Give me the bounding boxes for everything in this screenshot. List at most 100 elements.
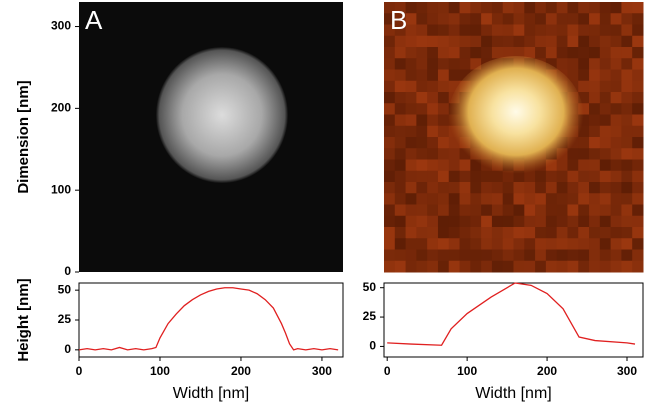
pixel <box>524 227 536 239</box>
pixel <box>545 13 558 25</box>
pixel <box>632 69 644 82</box>
pixel <box>621 204 633 217</box>
pixel <box>589 2 601 14</box>
pixel <box>394 92 407 104</box>
pixel <box>448 204 461 217</box>
pixel <box>589 249 601 262</box>
pixel <box>470 2 482 14</box>
pixel <box>394 114 407 127</box>
pixel <box>567 2 579 14</box>
pixel <box>524 238 536 250</box>
pixel <box>459 159 471 172</box>
pixel <box>578 80 590 93</box>
pixel <box>589 92 601 104</box>
pixel <box>599 24 612 37</box>
pixel <box>459 204 471 217</box>
pixel <box>567 182 579 194</box>
pixel <box>491 249 504 262</box>
pixel <box>589 148 601 160</box>
pixel <box>589 204 601 217</box>
pixel <box>632 92 644 104</box>
pixel <box>578 92 590 104</box>
pixel <box>491 13 504 25</box>
pixel <box>448 170 461 183</box>
pixel <box>632 204 644 217</box>
pixel <box>513 249 525 262</box>
pixel <box>427 182 439 194</box>
pixel <box>578 215 590 228</box>
pixel <box>556 24 568 37</box>
x-tick-label: 100 <box>457 364 477 378</box>
pixel <box>556 58 568 70</box>
pixel <box>556 193 568 205</box>
pixel <box>470 170 482 183</box>
pixel <box>448 35 461 48</box>
pixel <box>610 238 622 250</box>
pixel <box>589 159 601 172</box>
pixel <box>589 193 601 205</box>
pixel <box>394 260 407 273</box>
pixel <box>427 13 439 25</box>
pixel <box>470 238 482 250</box>
pixel <box>481 47 493 59</box>
pixel <box>427 215 439 228</box>
x-axis-label: Width [nm] <box>475 385 551 402</box>
pixel <box>481 204 493 217</box>
pixel <box>481 193 493 205</box>
pixel <box>513 13 525 25</box>
pixel <box>632 35 644 48</box>
pixel <box>427 159 439 172</box>
pixel <box>427 69 439 82</box>
pixel <box>589 125 601 138</box>
pixel <box>502 2 514 14</box>
pixel <box>599 125 612 138</box>
pixel <box>502 182 514 194</box>
pixel <box>427 125 439 138</box>
pixel <box>437 227 450 239</box>
pixel <box>437 193 450 205</box>
pixel <box>416 204 428 217</box>
pixel <box>427 35 439 48</box>
pixel <box>416 69 428 82</box>
pixel <box>448 80 461 93</box>
pixel <box>513 35 525 48</box>
pixel <box>632 80 644 93</box>
pixel <box>448 69 461 82</box>
pixel <box>535 13 547 25</box>
pixel <box>524 47 536 59</box>
pixel <box>394 103 407 115</box>
pixel <box>621 159 633 172</box>
pixel <box>632 238 644 250</box>
pixel <box>621 92 633 104</box>
afm-image <box>79 2 343 272</box>
pixel <box>524 204 536 217</box>
pixel <box>567 193 579 205</box>
pixel <box>481 249 493 262</box>
pixel <box>405 182 417 194</box>
pixel <box>567 69 579 82</box>
pixel <box>405 227 417 239</box>
pixel <box>589 215 601 228</box>
pixel <box>545 238 558 250</box>
pixel <box>610 13 622 25</box>
y-tick-label: 200 <box>51 101 71 115</box>
pixel <box>589 35 601 48</box>
pixel <box>632 215 644 228</box>
pixel <box>556 204 568 217</box>
y-tick-label: 50 <box>363 280 377 294</box>
pixel <box>427 193 439 205</box>
pixel <box>405 35 417 48</box>
pixel <box>545 170 558 183</box>
pixel <box>524 182 536 194</box>
pixel <box>394 204 407 217</box>
afm-image <box>384 2 644 273</box>
pixel <box>427 227 439 239</box>
pixel <box>405 47 417 59</box>
pixel <box>427 170 439 183</box>
pixel <box>502 238 514 250</box>
x-tick-label: 0 <box>384 364 391 378</box>
pixel <box>416 80 428 93</box>
pixel <box>394 24 407 37</box>
pixel <box>459 249 471 262</box>
pixel <box>599 103 612 115</box>
